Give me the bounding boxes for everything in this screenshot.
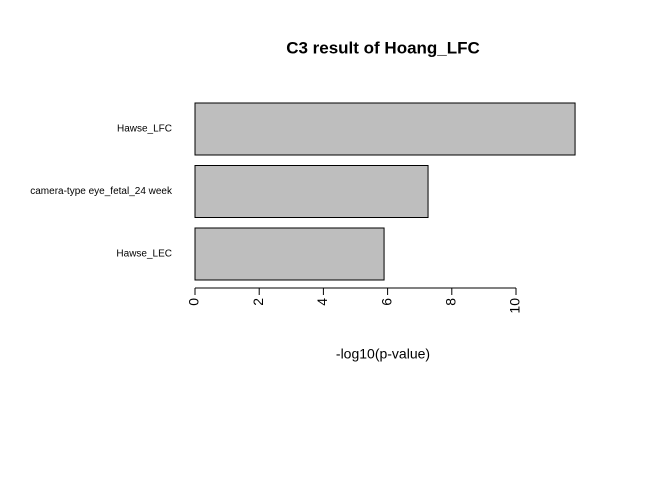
y-tick-label: camera-type eye_fetal_24 week xyxy=(30,186,173,197)
x-tick-label: 8 xyxy=(443,298,459,306)
bar xyxy=(194,102,576,156)
x-tick-label: 0 xyxy=(186,298,202,306)
y-tick-label: Hawse_LEC xyxy=(116,249,172,260)
y-tick-label: Hawse_LFC xyxy=(117,124,172,135)
x-tick-label: 2 xyxy=(250,298,266,306)
bar xyxy=(194,165,429,218)
x-tick-label: 10 xyxy=(507,298,523,314)
x-tick-label: 6 xyxy=(378,298,394,306)
bar xyxy=(194,227,385,281)
x-axis-label: -log10(p-value) xyxy=(336,346,430,362)
x-tick-label: 4 xyxy=(314,298,330,306)
chart-title: C3 result of Hoang_LFC xyxy=(286,38,480,57)
